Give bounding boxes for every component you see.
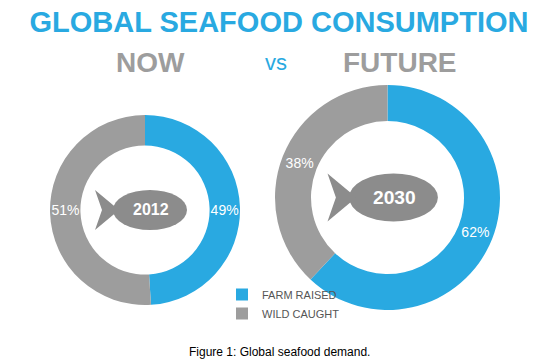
svg-text:2030: 2030 [373,187,416,208]
svg-text:FARM RAISED: FARM RAISED [262,289,337,301]
svg-text:62%: 62% [461,224,489,240]
svg-text:vs: vs [265,50,287,75]
svg-text:FUTURE: FUTURE [343,47,457,78]
svg-text:49%: 49% [211,202,239,218]
svg-text:NOW: NOW [116,47,185,78]
svg-text:WILD CAUGHT: WILD CAUGHT [262,308,339,320]
svg-text:51%: 51% [51,202,79,218]
svg-text:38%: 38% [286,155,314,171]
svg-text:Figure 1: Global seafood deman: Figure 1: Global seafood demand. [189,345,370,359]
svg-text:2012: 2012 [133,201,169,218]
svg-text:GLOBAL SEAFOOD CONSUMPTION: GLOBAL SEAFOOD CONSUMPTION [30,6,529,38]
